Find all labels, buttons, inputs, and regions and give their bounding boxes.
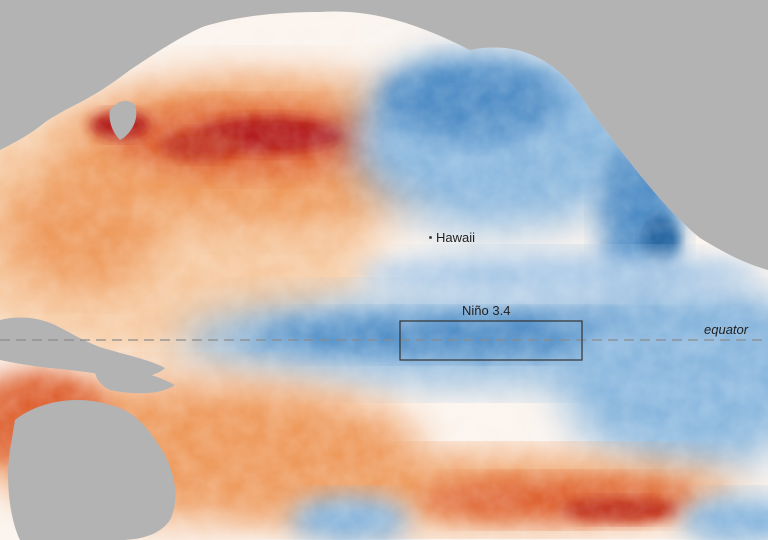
indonesia-landmass: [0, 317, 165, 378]
hawaii-label: Hawaii: [436, 230, 476, 245]
equator-label: equator: [704, 322, 749, 337]
new-guinea-landmass: [95, 368, 175, 394]
asia-landmass: [0, 0, 330, 150]
nino-3-4-label: Niño 3.4: [462, 303, 511, 318]
hawaii-marker: [429, 236, 432, 239]
mexico-coast: [708, 190, 768, 250]
nino-3-4-box: [399, 320, 583, 361]
australia-landmass: [8, 400, 176, 540]
japan-island: [109, 100, 137, 140]
north-america-landmass: [420, 0, 768, 270]
